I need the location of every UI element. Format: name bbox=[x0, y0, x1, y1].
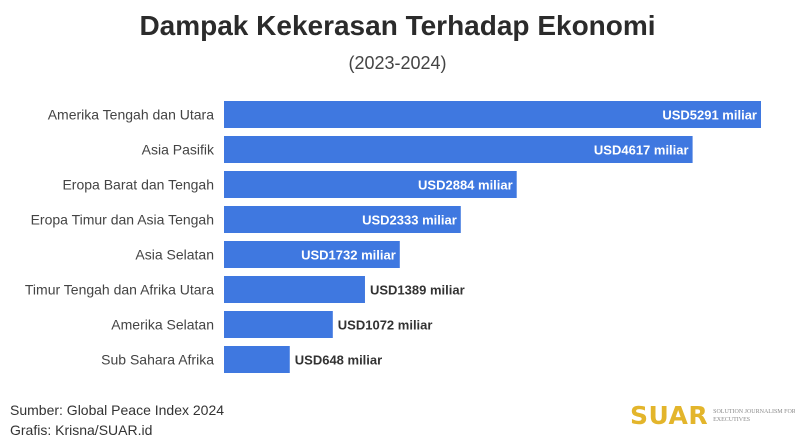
value-label-5: USD1732 miliar bbox=[301, 248, 396, 263]
value-label-2: USD4617 miliar bbox=[594, 143, 689, 158]
value-label-3: USD2884 miliar bbox=[418, 178, 513, 193]
category-label-7: Amerika Selatan bbox=[111, 317, 214, 333]
bar-2 bbox=[224, 136, 693, 163]
credit-text: Grafis: Krisna/SUAR.id bbox=[10, 422, 153, 438]
chart-subtitle: (2023-2024) bbox=[348, 53, 447, 73]
bar-5 bbox=[224, 241, 400, 268]
bar-8 bbox=[224, 346, 290, 373]
bar-1 bbox=[224, 101, 761, 128]
bar-6 bbox=[224, 276, 365, 303]
category-label-1: Amerika Tengah dan Utara bbox=[48, 107, 214, 123]
bar-3 bbox=[224, 171, 517, 198]
brand-logo: SUAR Solution Journalism for Executives bbox=[630, 401, 795, 430]
category-label-3: Eropa Barat dan Tengah bbox=[62, 177, 214, 193]
category-label-2: Asia Pasifik bbox=[142, 142, 215, 158]
chart-title: Dampak Kekerasan Terhadap Ekonomi bbox=[139, 10, 656, 41]
value-label-7: USD1072 miliar bbox=[338, 318, 433, 333]
category-label-5: Asia Selatan bbox=[135, 247, 214, 263]
value-label-8: USD648 miliar bbox=[295, 353, 382, 368]
brand-tagline: Solution Journalism for Executives bbox=[713, 408, 795, 423]
bar-4 bbox=[224, 206, 461, 233]
value-label-1: USD5291 miliar bbox=[662, 108, 757, 123]
value-label-6: USD1389 miliar bbox=[370, 283, 465, 298]
category-label-8: Sub Sahara Afrika bbox=[101, 352, 214, 368]
brand-name: SUAR bbox=[630, 401, 709, 430]
category-label-4: Eropa Timur dan Asia Tengah bbox=[31, 212, 214, 228]
source-text: Sumber: Global Peace Index 2024 bbox=[10, 402, 225, 418]
source-block: Sumber: Global Peace Index 2024 Grafis: … bbox=[10, 400, 224, 440]
bar-7 bbox=[224, 311, 333, 338]
value-label-4: USD2333 miliar bbox=[362, 213, 457, 228]
category-label-6: Timur Tengah dan Afrika Utara bbox=[25, 282, 214, 298]
